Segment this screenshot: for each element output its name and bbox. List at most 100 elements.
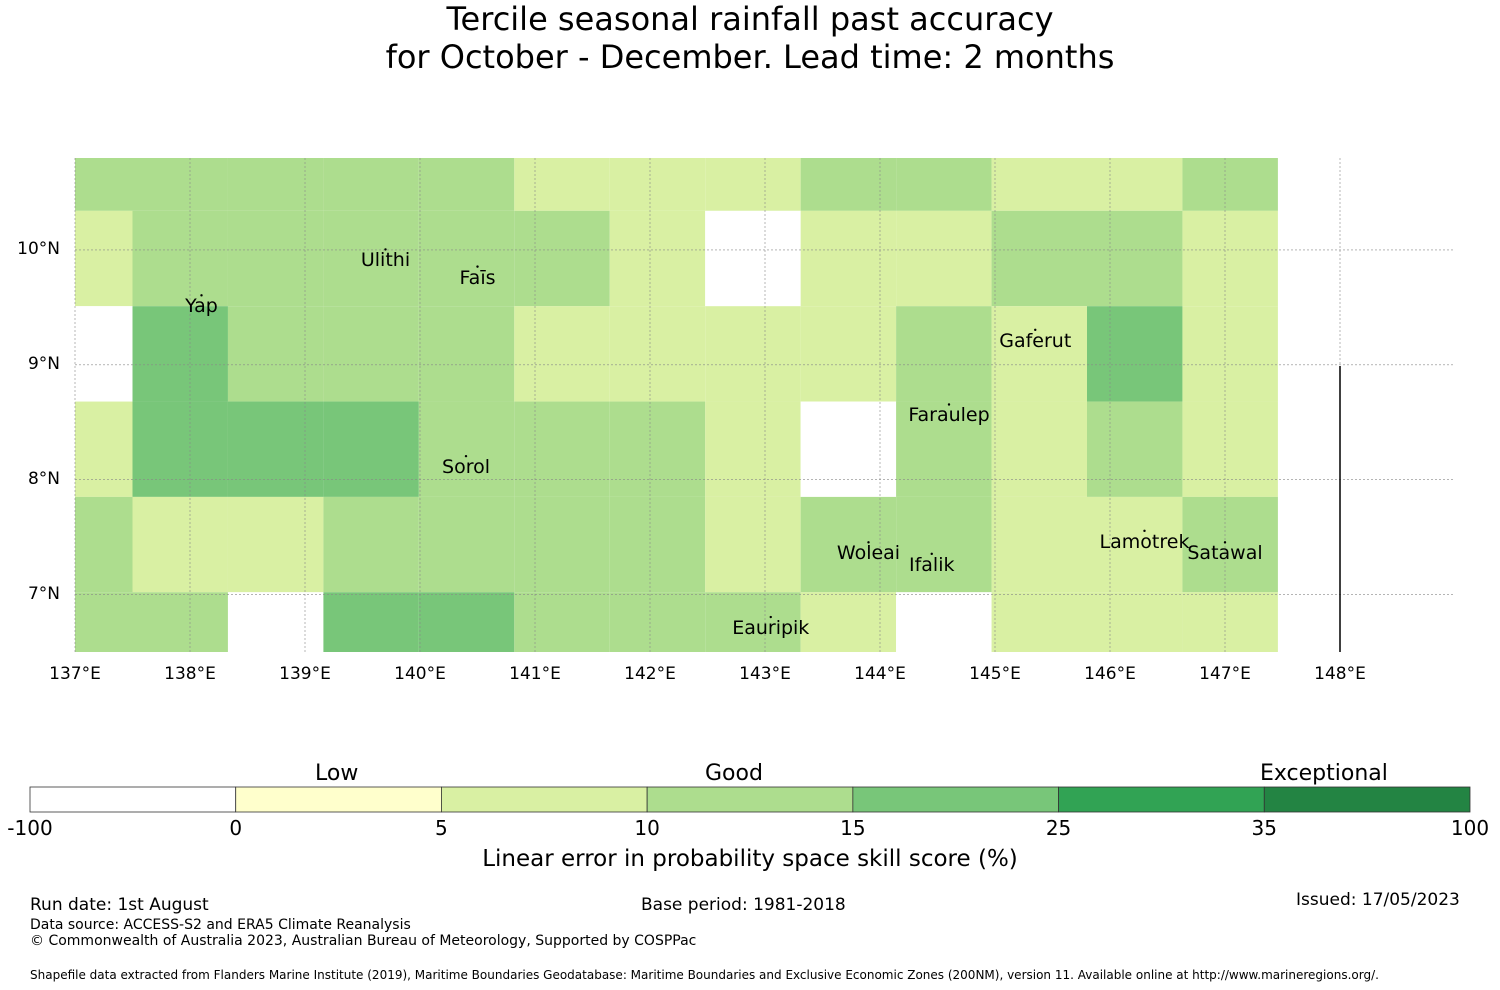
grid-cell xyxy=(1182,210,1278,307)
grid-cell xyxy=(1087,592,1183,652)
grid-cell xyxy=(609,210,706,307)
grid-cell xyxy=(705,496,801,593)
grid-cell xyxy=(1087,158,1183,211)
lon-tick-label: 141°E xyxy=(509,664,561,684)
colorbar-tick-label: 25 xyxy=(1045,816,1072,840)
lon-tick-label: 142°E xyxy=(624,664,676,684)
island-label: Gaferut xyxy=(999,329,1072,352)
lon-tick-label: 147°E xyxy=(1199,664,1251,684)
grid-cell xyxy=(75,306,133,402)
grid-cell xyxy=(896,496,992,593)
shapefile-credit: Shapefile data extracted from Flanders M… xyxy=(30,968,1379,982)
island-label: Eauripik xyxy=(732,617,810,640)
grid-cell xyxy=(609,306,706,402)
graticule xyxy=(74,158,1455,652)
map-title-line-1: Tercile seasonal rainfall past accuracy xyxy=(446,0,1054,38)
lon-tick-label: 143°E xyxy=(739,664,791,684)
island-marker xyxy=(947,403,951,406)
grid-cell xyxy=(418,496,515,593)
grid-cell xyxy=(227,306,324,402)
island-marker xyxy=(1143,529,1146,533)
colorbar-tick-label: 15 xyxy=(840,816,866,840)
grid-cell xyxy=(609,496,706,593)
grid-cell xyxy=(514,306,610,402)
colorbar-category-good: Good xyxy=(705,761,763,786)
grid-cell xyxy=(514,210,610,307)
island-marker xyxy=(930,552,933,556)
lat-tick-label: 10°N xyxy=(17,238,60,259)
lon-tick-label: 137°E xyxy=(49,664,101,684)
colorbar-category-exceptional: Exceptional xyxy=(1260,761,1388,786)
island-label: Faīs xyxy=(459,266,496,289)
colorbar xyxy=(29,786,1471,813)
colorbar-swatch xyxy=(235,786,442,813)
grid-cell xyxy=(991,306,1087,402)
island-marker xyxy=(1034,328,1037,332)
grid-cell xyxy=(896,306,992,402)
grid-cell xyxy=(800,401,897,497)
grid-cell xyxy=(991,158,1087,211)
lon-tick-label: 148°E xyxy=(1314,664,1366,684)
grid-cell xyxy=(609,158,706,211)
grid-cell xyxy=(1182,496,1278,593)
colorbar-tick-label: 10 xyxy=(634,816,660,840)
grid-cell xyxy=(75,158,133,211)
lat-tick-label: 9°N xyxy=(27,353,60,374)
grid-cell xyxy=(132,496,228,593)
grid-cell xyxy=(75,210,133,307)
colorbar-tick-label: 100 xyxy=(1450,816,1490,840)
run-date: Run date: 1st August xyxy=(30,895,209,915)
grid-cell xyxy=(75,592,133,652)
grid-cell xyxy=(800,496,897,593)
grid-cell xyxy=(991,496,1087,593)
grid-cell xyxy=(896,401,992,497)
grid-cell xyxy=(1182,306,1278,402)
grid-cell xyxy=(227,496,324,593)
island-marker xyxy=(476,265,479,268)
lon-tick-label: 146°E xyxy=(1084,664,1136,684)
colorbar-swatch xyxy=(1263,786,1471,813)
grid-cell xyxy=(896,210,992,307)
colorbar-title: Linear error in probability space skill … xyxy=(482,846,1018,872)
grid-cell xyxy=(991,592,1087,652)
grid-cell xyxy=(75,401,133,497)
colorbar-swatch xyxy=(1058,786,1265,813)
grid-cell xyxy=(418,306,515,402)
grid-cell xyxy=(418,210,515,307)
grid-cell xyxy=(609,401,706,497)
grid-cell xyxy=(991,210,1087,307)
grid-cell xyxy=(132,158,228,211)
grid-cell xyxy=(1182,158,1278,211)
island-marker xyxy=(769,615,772,619)
island-label: Yap xyxy=(185,295,218,318)
grid-cell xyxy=(705,401,801,497)
grid-cell xyxy=(418,592,515,652)
grid-cell xyxy=(1087,401,1183,497)
grid-cell xyxy=(705,306,801,402)
lon-tick-label: 139°E xyxy=(279,664,331,684)
grid-cell xyxy=(323,592,419,652)
island-label: Sorol xyxy=(442,456,490,479)
island-label: Lamotrek xyxy=(1099,530,1190,553)
grid-cell xyxy=(132,210,228,307)
colorbar-swatch xyxy=(646,786,854,813)
lon-tick-label: 138°E xyxy=(164,664,216,684)
grid-cell xyxy=(514,401,610,497)
grid-cell xyxy=(1182,592,1278,652)
issued-date: Issued: 17/05/2023 xyxy=(1296,890,1460,910)
lon-tick-label: 144°E xyxy=(854,664,906,684)
colorbar-tick-label: 35 xyxy=(1251,816,1278,840)
lon-tick-label: 140°E xyxy=(394,664,446,684)
colorbar-swatch xyxy=(29,786,237,813)
colorbar-swatch xyxy=(852,786,1059,813)
grid-cell xyxy=(896,158,992,211)
island-marker xyxy=(867,541,870,544)
lat-tick-label: 8°N xyxy=(27,468,60,489)
grid-cell xyxy=(418,401,515,497)
grid-cell xyxy=(705,158,801,211)
colorbar-tick-label: 0 xyxy=(229,816,243,840)
colorbar-tick-label: -100 xyxy=(7,816,53,840)
grid-cell xyxy=(227,592,324,652)
island-markers xyxy=(200,248,1227,619)
grid-cell xyxy=(800,592,897,652)
